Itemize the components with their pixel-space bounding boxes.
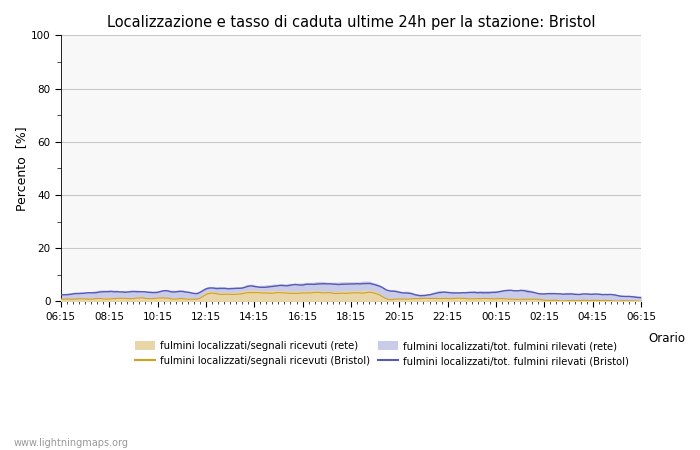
Legend: fulmini localizzati/segnali ricevuti (rete), fulmini localizzati/segnali ricevut: fulmini localizzati/segnali ricevuti (re… xyxy=(135,341,629,366)
Y-axis label: Percento  [%]: Percento [%] xyxy=(15,126,28,211)
Text: Orario: Orario xyxy=(648,332,685,345)
Text: www.lightningmaps.org: www.lightningmaps.org xyxy=(14,438,129,448)
Title: Localizzazione e tasso di caduta ultime 24h per la stazione: Bristol: Localizzazione e tasso di caduta ultime … xyxy=(106,15,595,30)
